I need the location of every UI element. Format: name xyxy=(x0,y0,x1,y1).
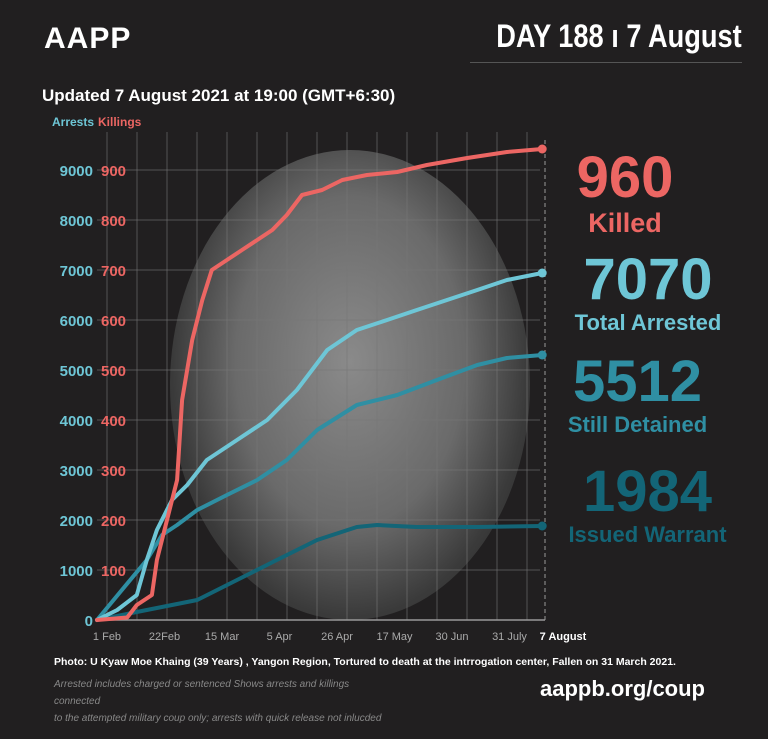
y-tick-arrests: 2000 xyxy=(60,513,93,530)
brand-logo: AAPP xyxy=(44,22,132,55)
series-endpoint-warrant xyxy=(537,521,547,531)
stat-value: 960 xyxy=(576,145,674,210)
divider xyxy=(470,62,742,63)
series-line-killings xyxy=(95,147,545,622)
y-tick-arrests: 7000 xyxy=(60,263,93,280)
x-tick-label: 22Feb xyxy=(149,631,180,643)
photo-caption: Photo: U Kyaw Moe Khaing (39 Years) , Ya… xyxy=(54,656,676,668)
y-tick-arrests: 1000 xyxy=(60,563,93,580)
day-title: DAY 188 ı 7 August xyxy=(496,18,742,54)
stat-killed: 960 Killed xyxy=(560,148,690,239)
legend-killings: Killings xyxy=(98,115,142,129)
x-tick-label: 17 May xyxy=(376,631,413,643)
x-tick-label: 5 Apr xyxy=(267,631,293,643)
stat-value: 1984 xyxy=(582,459,713,524)
stat-warrant: 1984 Issued Warrant xyxy=(545,462,750,548)
y-tick-killings: 100 xyxy=(101,563,126,580)
y-tick-arrests: 6000 xyxy=(60,313,93,330)
y-tick-killings: 600 xyxy=(101,313,126,330)
victim-photo xyxy=(170,150,530,620)
stat-label: Still Detained xyxy=(567,412,708,437)
stat-label: Killed xyxy=(588,208,662,238)
stat-arrested: 7070 Total Arrested xyxy=(548,250,748,336)
stat-value: 7070 xyxy=(583,247,713,312)
y-tick-killings: 800 xyxy=(101,213,126,230)
stat-label: Issued Warrant xyxy=(568,522,727,547)
stat-detained: 5512 Still Detained xyxy=(540,352,735,438)
y-tick-killings: 900 xyxy=(101,163,126,180)
y-tick-arrests: 0 xyxy=(85,613,93,630)
note-line: Arrested includes charged or sentenced S… xyxy=(54,679,350,707)
x-tick-label: 31 July xyxy=(492,631,527,643)
note-line: to the attempted military coup only; arr… xyxy=(54,713,382,724)
series-endpoint-detained xyxy=(537,350,547,360)
updated-timestamp: Updated 7 August 2021 at 19:00 (GMT+6:30… xyxy=(42,86,396,105)
stat-label: Total Arrested xyxy=(574,310,722,335)
y-tick-arrests: 8000 xyxy=(60,213,93,230)
x-tick-label: 7 August xyxy=(540,631,587,643)
series-line-detained xyxy=(95,353,545,622)
stat-value: 5512 xyxy=(572,349,703,414)
series-endpoint-arrests xyxy=(537,268,547,278)
y-tick-arrests: 5000 xyxy=(60,363,93,380)
y-tick-arrests: 9000 xyxy=(60,163,93,180)
x-tick-label: 30 Jun xyxy=(435,631,468,643)
y-tick-killings: 700 xyxy=(101,263,126,280)
y-tick-killings: 500 xyxy=(101,363,126,380)
series-line-arrests xyxy=(95,271,545,622)
y-tick-killings: 200 xyxy=(101,513,126,530)
y-tick-arrests: 4000 xyxy=(60,413,93,430)
series-endpoint-killings xyxy=(537,144,547,154)
y-tick-killings: 400 xyxy=(101,413,126,430)
y-tick-arrests: 3000 xyxy=(60,463,93,480)
x-tick-label: 26 Apr xyxy=(321,631,353,643)
y-tick-killings: 300 xyxy=(101,463,126,480)
methodology-note: Arrested includes charged or sentenced S… xyxy=(54,676,384,727)
series-line-warrant xyxy=(95,523,545,622)
legend-arrests: Arrests xyxy=(52,115,95,129)
x-tick-label: 1 Feb xyxy=(93,631,121,643)
website-link[interactable]: aappb.org/coup xyxy=(540,676,705,701)
x-tick-label: 15 Mar xyxy=(205,631,240,643)
